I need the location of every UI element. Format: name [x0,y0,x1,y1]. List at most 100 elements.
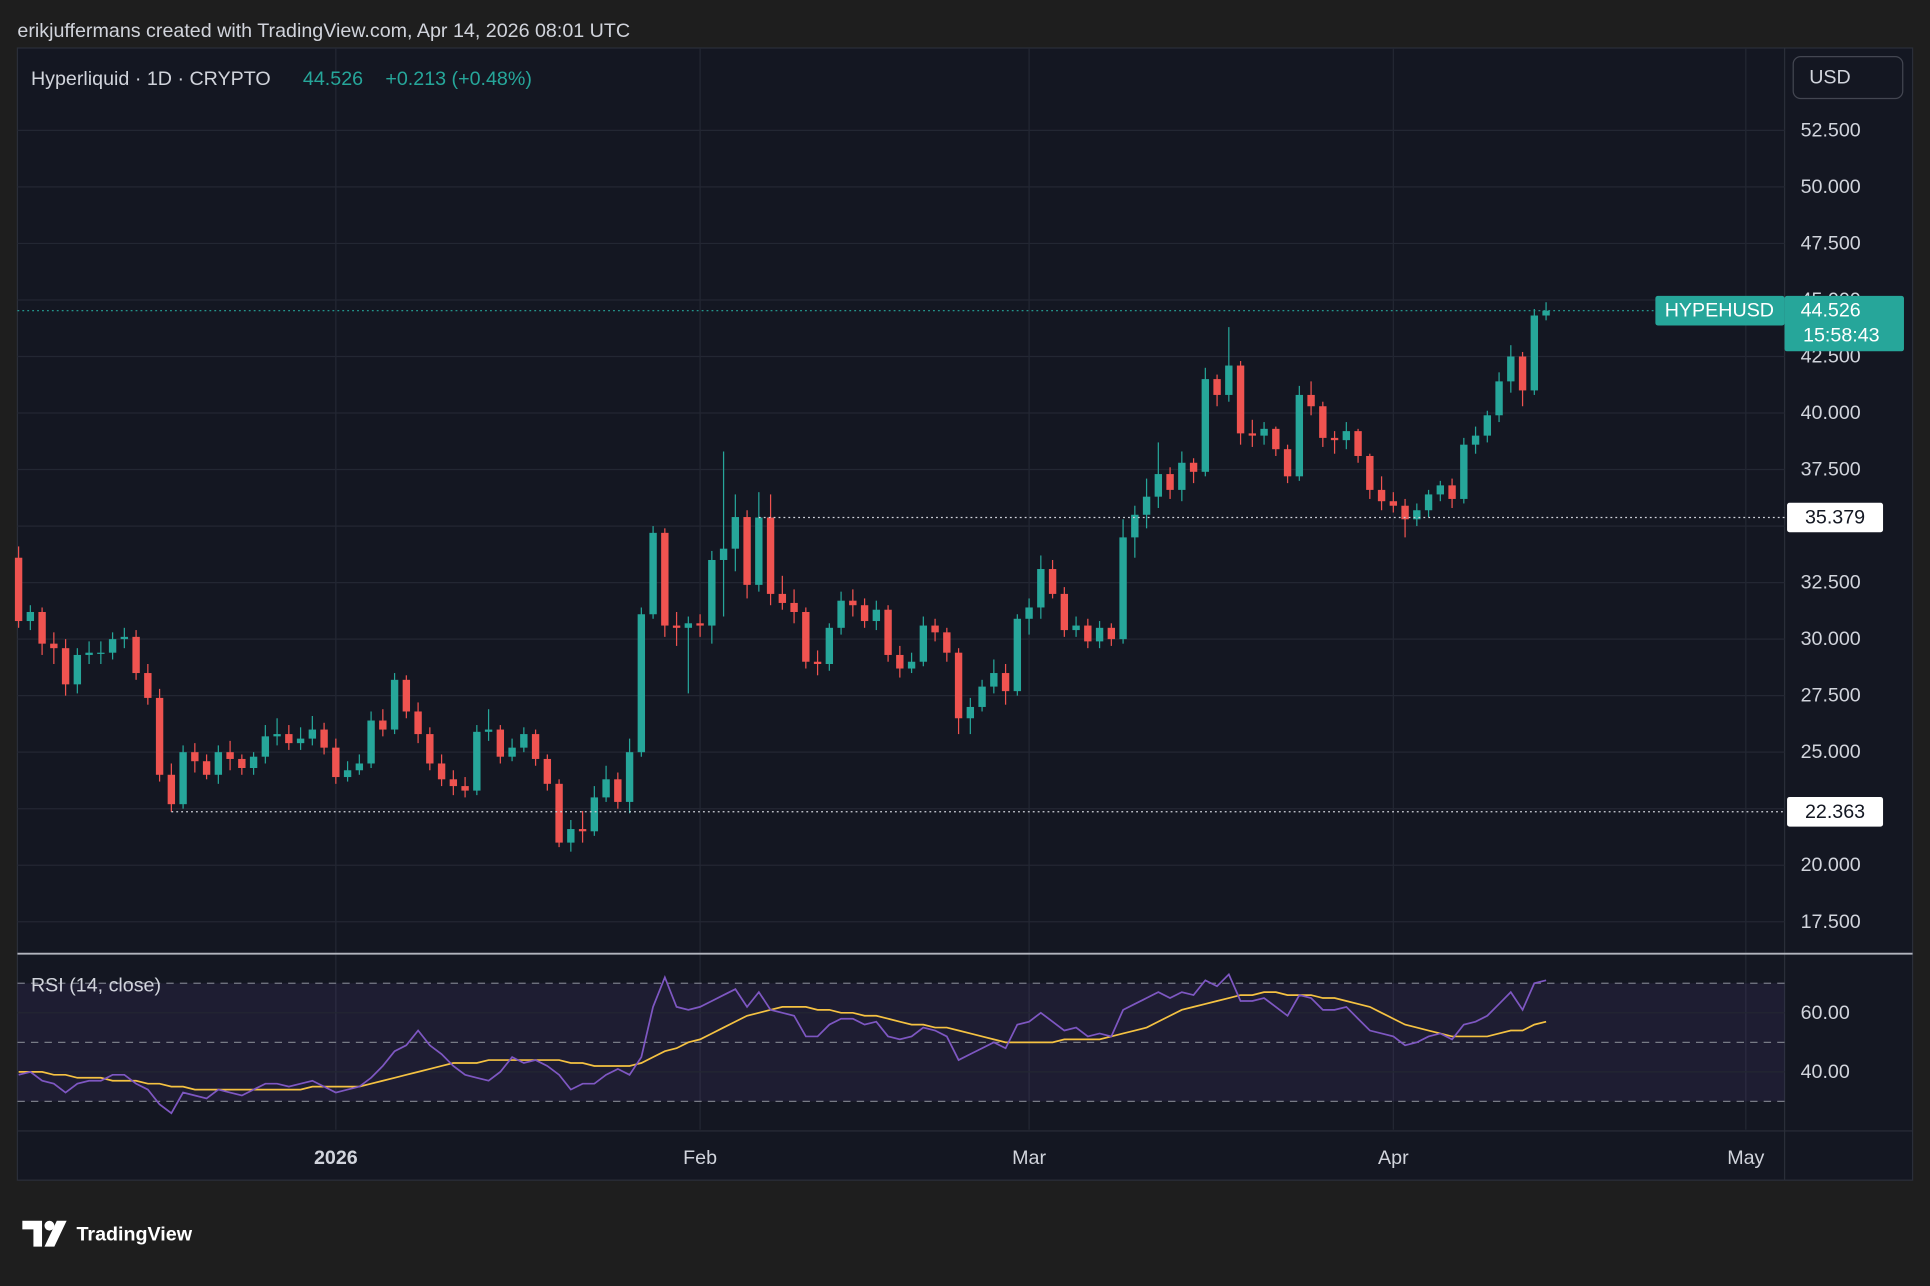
candle-body [61,648,70,685]
x-tick-label: Apr [1378,1147,1409,1169]
candle-body [520,734,528,748]
chart-title: Hyperliquid · 1D · CRYPTO [31,68,271,90]
candle-body [355,763,364,771]
candle-body [26,611,35,622]
y-tick-label: 20.000 [1801,854,1861,876]
candle-body [1377,489,1386,502]
candle-body [1401,505,1409,520]
candle-body [1189,462,1198,472]
y-tick-label: 37.500 [1801,459,1861,481]
candle-body [978,686,986,707]
candle-body [1060,593,1069,631]
candle-body [778,593,787,603]
candle-body [426,734,434,764]
currency-label[interactable]: USD [1809,67,1851,89]
candle-body [108,639,117,653]
candle-body [120,636,129,640]
candle-body [1448,485,1456,499]
candle-body [202,761,211,775]
candle-body [191,752,199,762]
candle-body [1460,444,1468,499]
candle-body [637,614,646,753]
x-tick-label: Mar [1012,1147,1046,1169]
candle-body [531,734,540,759]
candle-body [261,736,270,757]
candle-body [1483,415,1492,436]
rsi-title: RSI (14, close) [31,975,161,997]
candle-body [273,734,281,737]
candle-body [1495,381,1503,416]
caption: erikjuffermans created with TradingView.… [17,20,630,42]
level-label-box [1787,502,1884,533]
candle-body [990,673,998,687]
candle-body [332,747,340,778]
candle-body [144,673,152,698]
candle-body [1413,510,1421,520]
candle-body [97,652,105,654]
candle-body [1001,673,1010,692]
candle-body [1471,435,1480,445]
candle-body [1236,365,1245,434]
candle-body [308,729,317,739]
x-tick-label: 2026 [314,1147,358,1169]
candle-body [1201,379,1210,472]
candle-body [1225,365,1233,395]
rsi-line [18,972,1547,1115]
candle-body [884,609,892,655]
candle-body [731,517,740,549]
candle-body [755,517,763,585]
candle-body [1131,514,1139,538]
candle-body [1507,356,1515,382]
candle-body [1260,428,1268,436]
candle-body [849,600,857,606]
currency-button[interactable] [1792,55,1904,100]
y-tick-label: 47.500 [1801,232,1861,254]
candle-body [249,756,258,769]
candle-body [214,752,223,775]
candle-body [508,747,516,757]
y-tick-label: 27.500 [1801,685,1861,707]
candle-body [1354,431,1362,456]
candle-body [379,720,387,730]
y-tick-label: 17.500 [1801,911,1861,933]
candle-body [943,632,951,653]
candle-body [555,783,563,843]
legend-last-price: 44.526 [303,68,363,90]
logo-mark [22,1220,43,1247]
candle-body [38,611,46,644]
level-label: 22.363 [1805,801,1865,823]
rsi-pane: 60.00 40.00 [17,972,1850,1115]
rsi-ma-line [18,991,1547,1091]
candle-body [790,602,798,612]
candle-body [1542,310,1550,316]
candle-body [860,605,869,622]
candle-body [1178,462,1186,490]
candle-body [649,532,657,615]
candle-body [1530,315,1539,391]
candle-body [743,517,751,585]
candle-body [708,559,716,626]
candle-body [179,752,187,805]
x-tick-label: Feb [683,1147,717,1169]
chart-frame [16,47,1914,1181]
candle-body [1436,485,1445,495]
candle-body [50,643,58,649]
price-box [1784,295,1904,352]
candle-body [1048,569,1057,594]
candle-body [1518,356,1527,391]
candle-body [343,770,352,778]
rsi-tick-label: 40.00 [1801,1061,1850,1083]
candle-body [966,706,975,719]
candle-body [402,679,411,712]
candle-body [1154,474,1163,497]
candle-body [872,609,881,622]
brand-logo [22,1220,67,1247]
candle-body [461,786,469,791]
candle-body [1319,406,1327,438]
candle-body [1072,625,1080,631]
candle-body [719,548,728,560]
candle-body [437,763,446,780]
rsi-tick-label: 60.00 [1801,1002,1850,1024]
candle-body [802,611,810,662]
